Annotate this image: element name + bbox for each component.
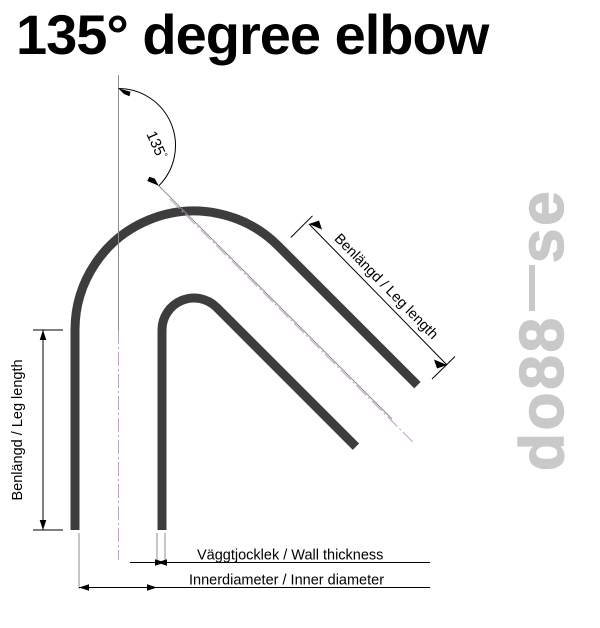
svg-text:Väggtjocklek / Wall thickness: Väggtjocklek / Wall thickness: [197, 548, 383, 564]
svg-text:Innerdiameter / Inner diameter: Innerdiameter / Inner diameter: [189, 573, 384, 589]
svg-text:Benlängd / Leg length: Benlängd / Leg length: [331, 231, 441, 343]
svg-text:Benlängd / Leg length: Benlängd / Leg length: [10, 359, 26, 500]
svg-text:135°: 135°: [143, 129, 170, 162]
